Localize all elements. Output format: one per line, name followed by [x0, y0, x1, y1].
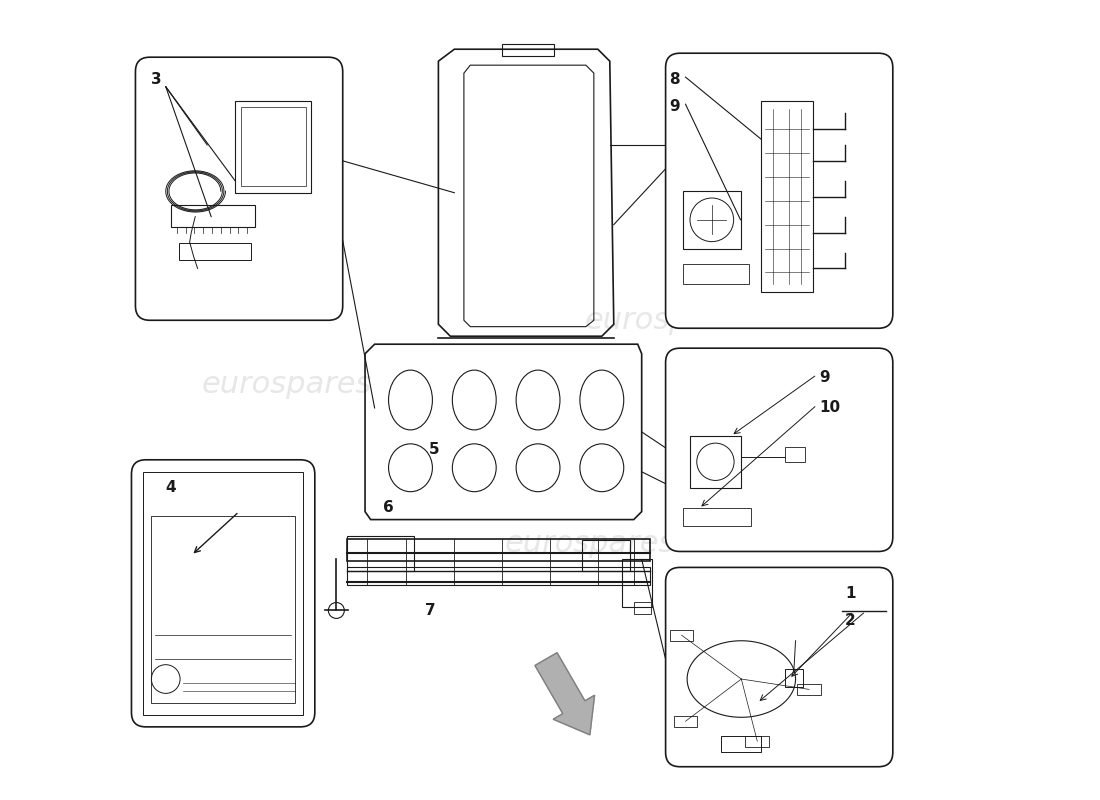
Bar [346, 535, 415, 571]
Text: 1: 1 [845, 586, 856, 601]
FancyBboxPatch shape [666, 348, 893, 551]
Text: 9: 9 [820, 370, 830, 385]
Text: 2: 2 [845, 613, 856, 628]
Bar [690, 436, 741, 488]
Bar [346, 567, 650, 585]
Bar [179, 243, 251, 261]
Bar [722, 737, 761, 752]
Text: eurospares: eurospares [201, 370, 372, 398]
Bar [761, 101, 813, 292]
Bar [683, 191, 740, 249]
Text: eurospares: eurospares [505, 529, 675, 558]
Text: 8: 8 [670, 71, 680, 86]
Bar [798, 684, 821, 695]
Bar [346, 538, 650, 561]
Text: 4: 4 [165, 480, 176, 494]
Bar [785, 670, 803, 687]
Bar [673, 716, 697, 727]
Bar [746, 736, 769, 746]
Text: 5: 5 [429, 442, 439, 458]
Text: 7: 7 [425, 603, 436, 618]
FancyBboxPatch shape [666, 54, 893, 328]
Bar [152, 515, 295, 703]
FancyBboxPatch shape [666, 567, 893, 766]
Text: 6: 6 [383, 500, 394, 514]
FancyBboxPatch shape [132, 460, 315, 727]
Text: eurospares: eurospares [584, 306, 755, 334]
Bar [683, 265, 748, 285]
Bar [241, 106, 306, 186]
Bar [503, 44, 554, 56]
Bar [582, 539, 629, 571]
Bar [634, 602, 651, 614]
Bar [683, 509, 751, 526]
Bar [172, 205, 255, 227]
Bar [785, 447, 805, 462]
Bar [670, 630, 693, 641]
Text: 10: 10 [820, 400, 840, 415]
FancyBboxPatch shape [135, 57, 343, 320]
FancyArrow shape [535, 653, 595, 735]
Text: 3: 3 [152, 72, 162, 87]
Bar [235, 101, 311, 193]
Text: 9: 9 [670, 98, 680, 114]
Bar [621, 559, 652, 607]
Bar [143, 472, 302, 715]
